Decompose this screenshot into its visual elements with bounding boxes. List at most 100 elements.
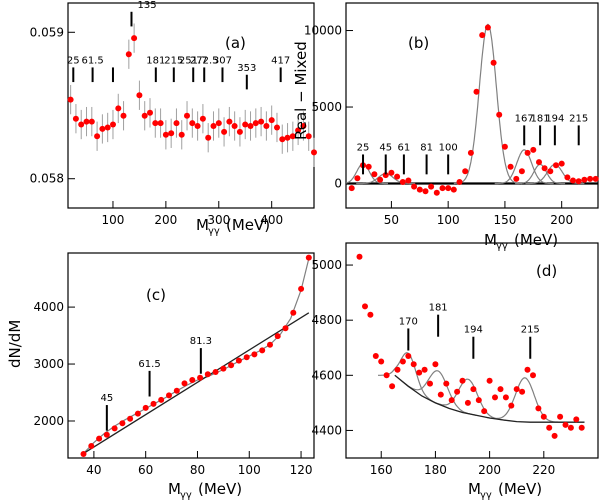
data-point bbox=[558, 160, 565, 167]
x-tick-label: 400 bbox=[260, 213, 283, 227]
data-point bbox=[507, 163, 514, 170]
fit-curve bbox=[83, 258, 310, 454]
data-point bbox=[454, 388, 461, 395]
y-tick-label: 4000 bbox=[33, 300, 64, 314]
x-tick-label: 300 bbox=[207, 213, 230, 227]
data-point bbox=[567, 424, 574, 431]
data-point bbox=[575, 178, 582, 185]
data-point bbox=[551, 432, 558, 439]
data-point bbox=[184, 112, 190, 119]
mass-marker-label: 25 bbox=[67, 55, 80, 66]
x-tick-label: 60 bbox=[138, 463, 153, 477]
data-point bbox=[382, 172, 389, 179]
y-tick-label: 10000 bbox=[304, 24, 342, 38]
data-point bbox=[99, 125, 106, 132]
data-point bbox=[83, 118, 90, 125]
data-point bbox=[405, 353, 412, 359]
data-point bbox=[221, 128, 228, 135]
data-point bbox=[570, 177, 576, 184]
data-point bbox=[189, 377, 196, 383]
data-point bbox=[258, 118, 265, 125]
data-point bbox=[268, 117, 275, 124]
data-point bbox=[508, 402, 515, 409]
fit-peak-curve bbox=[453, 23, 522, 185]
panel-d-xlabel-unit: (MeV) bbox=[498, 480, 542, 498]
mass-marker-label: 25 bbox=[357, 142, 370, 153]
panel-b-xlabel-sub: γγ bbox=[496, 241, 508, 252]
y-tick-label: 4800 bbox=[311, 313, 342, 327]
data-point bbox=[524, 366, 531, 373]
data-point bbox=[462, 168, 469, 175]
mass-marker-label: 417 bbox=[271, 55, 290, 66]
data-point bbox=[150, 400, 157, 407]
data-point bbox=[194, 123, 201, 129]
panel-b: 50 100 150 200 0 5000 10000 25 45 61 81 100 16718119… bbox=[292, 2, 599, 252]
data-point bbox=[243, 354, 250, 361]
data-point bbox=[367, 311, 374, 318]
data-point bbox=[168, 130, 175, 137]
data-point bbox=[152, 120, 159, 127]
data-point bbox=[104, 124, 111, 131]
panel-b-xlabel-m: M bbox=[484, 231, 497, 249]
panel-a-frame bbox=[67, 2, 315, 209]
data-point bbox=[298, 285, 305, 292]
data-point bbox=[573, 416, 580, 423]
data-point bbox=[490, 59, 497, 66]
panel-a-xlabel-sub: γγ bbox=[208, 226, 220, 237]
mass-marker-label: 167 bbox=[515, 113, 534, 124]
data-point bbox=[411, 183, 418, 190]
data-point bbox=[546, 424, 553, 431]
panel-b-label: (b) bbox=[408, 34, 429, 52]
panel-c-ylabel: dN/dM bbox=[6, 320, 24, 368]
y-tick-label: 4400 bbox=[311, 423, 342, 437]
panel-c-xlabel-unit: (MeV) bbox=[198, 480, 242, 498]
x-tick-label: 200 bbox=[154, 213, 177, 227]
mass-marker-label: 215 bbox=[569, 113, 588, 124]
data-point bbox=[115, 105, 122, 112]
data-point bbox=[251, 351, 258, 358]
data-point bbox=[530, 146, 537, 153]
data-point bbox=[437, 391, 444, 398]
y-tick-label: 4600 bbox=[311, 368, 342, 382]
data-point bbox=[290, 309, 297, 316]
data-point bbox=[433, 189, 440, 196]
data-point bbox=[592, 175, 599, 182]
x-tick-label: 200 bbox=[550, 213, 573, 227]
data-point bbox=[365, 163, 372, 170]
data-point bbox=[587, 175, 594, 182]
data-point bbox=[371, 171, 378, 178]
data-point bbox=[394, 173, 401, 180]
data-point bbox=[399, 179, 406, 185]
fit-peak-curve bbox=[399, 370, 477, 416]
data-point bbox=[289, 133, 296, 140]
data-point bbox=[428, 183, 435, 190]
data-point bbox=[562, 421, 569, 428]
data-point bbox=[421, 366, 428, 373]
data-point bbox=[536, 159, 542, 166]
panel-a-xlabel-unit: (MeV) bbox=[226, 216, 270, 234]
data-point bbox=[519, 388, 526, 395]
mass-marker-label: 272.5 bbox=[190, 55, 219, 66]
mass-marker-label: 215 bbox=[164, 55, 183, 66]
data-point bbox=[80, 451, 87, 457]
panel-c-label: (c) bbox=[146, 286, 166, 304]
data-point bbox=[427, 380, 433, 387]
data-point bbox=[295, 127, 302, 134]
data-point bbox=[445, 185, 452, 192]
data-point bbox=[432, 361, 439, 368]
data-point bbox=[279, 136, 286, 143]
data-point bbox=[486, 377, 493, 384]
data-point bbox=[394, 366, 401, 373]
mass-marker-label: 100 bbox=[439, 142, 458, 153]
data-point bbox=[564, 174, 571, 181]
data-point bbox=[96, 435, 103, 442]
data-point bbox=[226, 118, 233, 125]
x-tick-label: 100 bbox=[238, 463, 261, 477]
data-point bbox=[378, 358, 385, 365]
data-point bbox=[540, 413, 547, 420]
panel-d: 160 180 200 220 4400 4600 4800 5000 170 181 194 215… bbox=[311, 242, 599, 501]
panel-b-frame bbox=[345, 2, 599, 209]
data-point bbox=[372, 353, 379, 359]
data-point bbox=[131, 35, 138, 42]
